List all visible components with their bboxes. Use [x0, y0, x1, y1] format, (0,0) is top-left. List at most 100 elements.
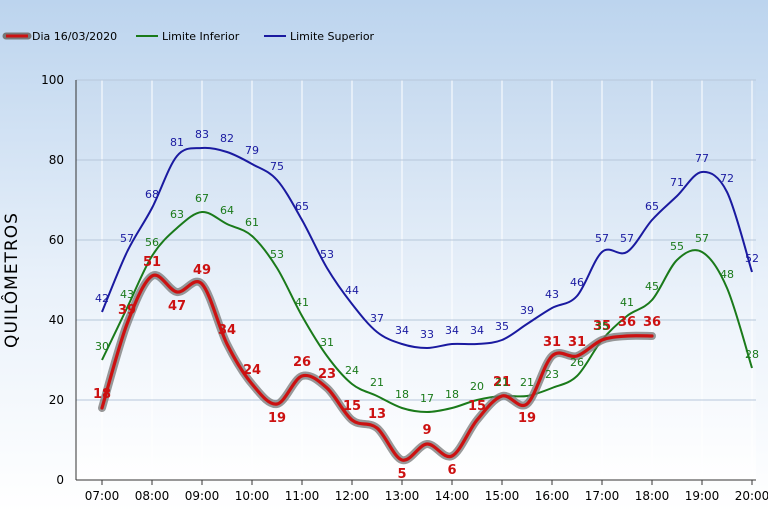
dia-data-label: 36: [643, 315, 661, 330]
limite-superior-data-label: 33: [420, 328, 434, 341]
x-tick-label: 09:00: [185, 489, 220, 503]
x-tick-label: 12:00: [335, 489, 370, 503]
limite-superior-data-label: 65: [645, 200, 659, 213]
limite-superior-data-label: 57: [595, 232, 609, 245]
limite-superior-data-label: 53: [320, 248, 334, 261]
axes: 0 20 40 60 80 100 07:00 08:00 09:00 10:00 11:00 12:…: [41, 73, 768, 503]
limite-superior-data-label: 71: [670, 176, 684, 189]
legend-label-limite-superior: Limite Superior: [290, 30, 375, 43]
dia-data-label: 35: [593, 319, 611, 334]
limite-inferior-data-label: 23: [545, 368, 559, 381]
limite-superior-data-label: 39: [520, 304, 534, 317]
limite-inferior-data-label: 28: [745, 348, 759, 361]
limite-inferior-data-label: 53: [270, 248, 284, 261]
limite-superior-data-label: 77: [695, 152, 709, 165]
x-tick-label: 20:00: [735, 489, 768, 503]
dia-data-label: 21: [493, 375, 511, 390]
x-tick-label: 10:00: [235, 489, 270, 503]
dia-data-label: 13: [368, 407, 386, 422]
legend-label-limite-inferior: Limite Inferior: [162, 30, 240, 43]
limite-superior-data-label: 34: [445, 324, 459, 337]
limite-inferior-data-label: 57: [695, 232, 709, 245]
limite-inferior-data-label: 21: [520, 376, 534, 389]
series-limite-superior-line: [101, 146, 753, 349]
series-dia-line: [100, 273, 654, 462]
limite-superior-data-label: 34: [395, 324, 409, 337]
limite-superior-data-label: 43: [545, 288, 559, 301]
y-tick-label: 0: [56, 473, 64, 487]
y-axis-label: QUILÔMETROS: [0, 212, 22, 348]
limite-inferior-data-label: 24: [345, 364, 359, 377]
limite-inferior-data-label: 41: [295, 296, 309, 309]
limite-inferior-data-label: 64: [220, 204, 234, 217]
dia-data-label: 34: [218, 323, 236, 338]
limite-inferior-data-label: 48: [720, 268, 734, 281]
x-tick-label: 07:00: [85, 489, 120, 503]
limite-inferior-data-label: 18: [445, 388, 459, 401]
limite-superior-data-label: 79: [245, 144, 259, 157]
dia-data-label: 9: [422, 423, 431, 438]
legend-label-dia: Dia 16/03/2020: [32, 30, 117, 43]
limite-inferior-data-label: 20: [470, 380, 484, 393]
limite-inferior-data-label: 21: [495, 376, 509, 389]
limite-superior-data-label: 46: [570, 276, 584, 289]
limite-superior-data-label: 44: [345, 284, 359, 297]
limite-inferior-data-label: 45: [645, 280, 659, 293]
series-layer: [98, 146, 753, 465]
x-tick-label: 14:00: [435, 489, 470, 503]
x-tick-label: 18:00: [635, 489, 670, 503]
data-labels: 18 39 51 47 49 34 24 19 26 23 15 13 5 9 6 15 21 19 31 31 35 3…: [93, 128, 759, 482]
limite-superior-data-label: 35: [495, 320, 509, 333]
dia-data-label: 19: [518, 411, 536, 426]
dia-data-label: 15: [343, 399, 361, 414]
dia-data-label: 26: [293, 355, 311, 370]
limite-inferior-data-label: 17: [420, 392, 434, 405]
limite-superior-data-label: 82: [220, 132, 234, 145]
limite-inferior-data-label: 18: [395, 388, 409, 401]
series-limite-inferior-line: [101, 210, 753, 413]
limite-superior-data-label: 81: [170, 136, 184, 149]
x-tick-label: 15:00: [485, 489, 520, 503]
y-tick-label: 40: [49, 313, 64, 327]
limite-inferior-data-label: 41: [620, 296, 634, 309]
dia-data-label: 5: [397, 467, 406, 482]
limite-superior-data-label: 65: [295, 200, 309, 213]
dia-data-label: 51: [143, 255, 161, 270]
limite-inferior-data-label: 43: [120, 288, 134, 301]
dia-data-label: 36: [618, 315, 636, 330]
limite-superior-data-label: 37: [370, 312, 384, 325]
limite-superior-data-label: 75: [270, 160, 284, 173]
y-tick-label: 100: [41, 73, 64, 87]
limite-superior-data-label: 57: [620, 232, 634, 245]
x-tick-label: 19:00: [685, 489, 720, 503]
dia-data-label: 49: [193, 263, 211, 278]
limite-superior-data-label: 42: [95, 292, 109, 305]
limite-inferior-data-label: 26: [570, 356, 584, 369]
limite-inferior-data-label: 35: [595, 320, 609, 333]
x-tick-label: 16:00: [535, 489, 570, 503]
plot-area: [76, 80, 756, 480]
limite-superior-data-label: 34: [470, 324, 484, 337]
y-tick-label: 20: [49, 393, 64, 407]
y-tick-label: 80: [49, 153, 64, 167]
dia-data-label: 6: [447, 463, 456, 478]
x-tick-label: 17:00: [585, 489, 620, 503]
limite-superior-data-label: 72: [720, 172, 734, 185]
limite-inferior-data-label: 63: [170, 208, 184, 221]
limite-inferior-data-label: 61: [245, 216, 259, 229]
dia-data-label: 31: [543, 335, 561, 350]
dia-data-label: 31: [568, 335, 586, 350]
limite-superior-data-label: 68: [145, 188, 159, 201]
dia-data-label: 24: [243, 363, 261, 378]
dia-data-label: 19: [268, 411, 286, 426]
y-tick-label: 60: [49, 233, 64, 247]
dia-data-label: 23: [318, 367, 336, 382]
limite-inferior-data-label: 67: [195, 192, 209, 205]
limite-superior-data-label: 57: [120, 232, 134, 245]
grid: [76, 79, 756, 480]
limite-inferior-data-label: 56: [145, 236, 159, 249]
legend: Dia 16/03/2020 Limite Inferior Limite Supe…: [2, 30, 375, 43]
dia-data-label: 39: [118, 303, 136, 318]
x-tick-label: 11:00: [285, 489, 320, 503]
